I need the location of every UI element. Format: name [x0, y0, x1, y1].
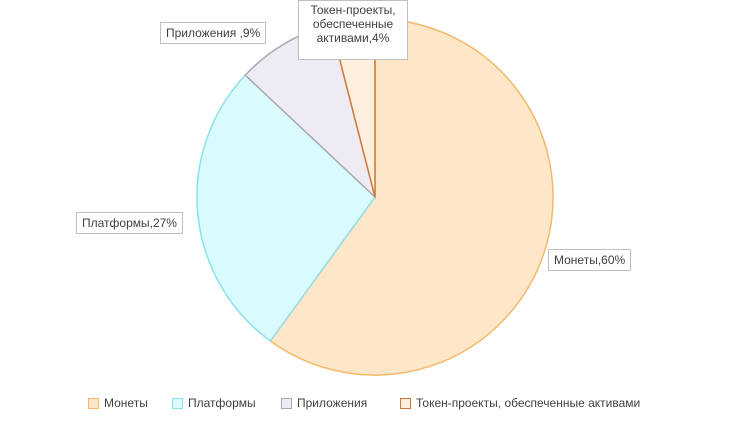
data-label: Приложения ,9%: [160, 22, 267, 44]
legend-swatch: [281, 397, 292, 409]
data-label: Токен-проекты, обеспеченные активами,4%: [298, 0, 408, 60]
data-label: Платформы,27%: [76, 212, 183, 234]
legend-swatch: [400, 397, 411, 409]
legend-swatch: [172, 397, 183, 409]
legend-label: Токен-проекты, обеспеченные активами: [416, 396, 641, 410]
data-label: Монеты,60%: [548, 249, 632, 271]
legend-item: Приложения: [281, 396, 367, 410]
legend-item: Платформы: [172, 396, 256, 410]
legend-item: Токен-проекты, обеспеченные активами: [400, 396, 640, 410]
pie-slice: [269, 18, 554, 376]
legend-swatch: [88, 397, 99, 409]
legend-label: Приложения: [297, 396, 368, 410]
legend-label: Монеты: [104, 396, 148, 410]
legend-label: Платформы: [188, 396, 256, 410]
pie-slice: [196, 74, 376, 343]
legend-item: Монеты: [88, 396, 148, 410]
